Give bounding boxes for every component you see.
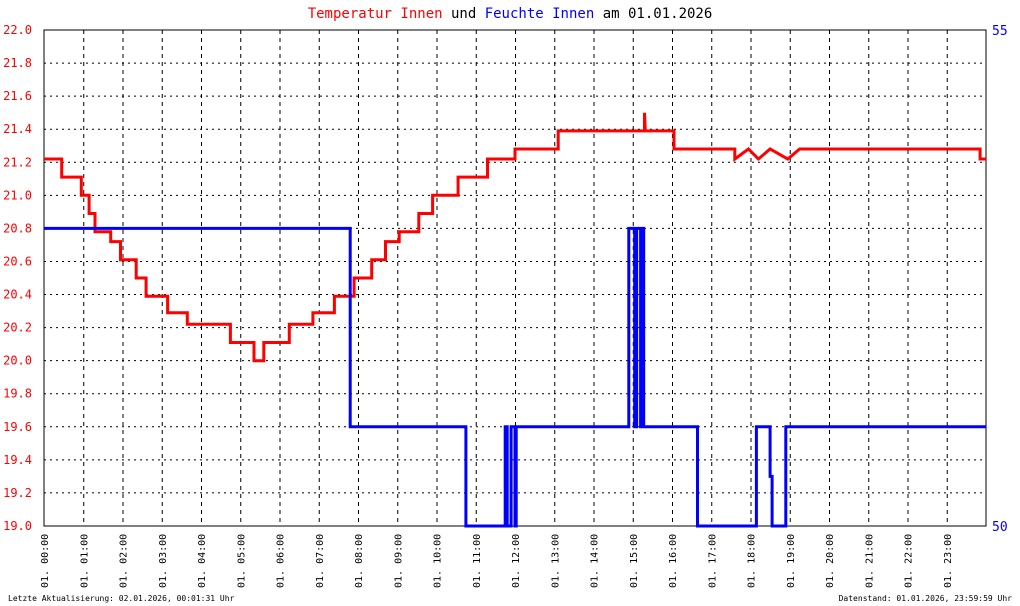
y-left-tick-label: 22.0 xyxy=(3,23,32,37)
x-tick-label: 01. 22:00 xyxy=(904,534,915,588)
y-left-tick-label: 21.8 xyxy=(3,56,32,70)
x-tick-label: 01. 12:00 xyxy=(511,534,522,588)
series-layer xyxy=(44,112,986,528)
x-tick-label: 01. 01:00 xyxy=(79,534,90,588)
y-left-tick-label: 20.6 xyxy=(3,254,32,268)
y-left-tick-label: 19.6 xyxy=(3,420,32,434)
x-tick-label: 01. 11:00 xyxy=(472,534,483,588)
title-temperature: Temperatur Innen xyxy=(308,6,443,22)
footer-last-update: Letzte Aktualisierung: 02.01.2026, 00:01… xyxy=(8,594,235,603)
x-tick-label: 01. 17:00 xyxy=(707,534,718,588)
x-tick-label: 01. 13:00 xyxy=(550,534,561,588)
x-tick-label: 01. 10:00 xyxy=(433,534,444,588)
y-left-tick-label: 21.2 xyxy=(3,155,32,169)
y-left-tick-label: 19.8 xyxy=(3,387,32,401)
x-tick-label: 01. 06:00 xyxy=(276,534,287,588)
title-humidity: Feuchte Innen xyxy=(485,6,595,22)
x-tick-label: 01. 23:00 xyxy=(943,534,954,588)
y-left-tick-label: 21.4 xyxy=(3,122,32,136)
series-line-humidity xyxy=(44,226,986,528)
y-axis-right: 50 55 xyxy=(992,24,1008,535)
x-tick-label: 01. 05:00 xyxy=(236,534,247,588)
x-tick-label: 01. 07:00 xyxy=(315,534,326,588)
x-tick-label: 01. 09:00 xyxy=(393,534,404,588)
chart-title: Temperatur Innen und Feuchte Innen am 01… xyxy=(308,6,713,22)
x-tick-label: 01. 08:00 xyxy=(354,534,365,588)
y-right-tick-label: 50 xyxy=(992,520,1008,535)
y-left-tick-label: 21.6 xyxy=(3,89,32,103)
y-left-tick-label: 20.2 xyxy=(3,321,32,335)
y-axis-left: 19.0 19.2 19.4 19.6 19.8 20.0 20.2 20.4 20.6 20.8… xyxy=(3,23,32,533)
y-left-tick-label: 20.0 xyxy=(3,354,32,368)
footer-data-state: Datenstand: 01.01.2026, 23:59:59 Uhr xyxy=(839,594,1013,603)
y-left-tick-label: 20.4 xyxy=(3,288,32,302)
x-tick-label: 01. 03:00 xyxy=(158,534,169,588)
title-date: am 01.01.2026 xyxy=(594,6,712,22)
x-tick-label: 01. 15:00 xyxy=(629,534,640,588)
x-tick-label: 01. 19:00 xyxy=(786,534,797,588)
x-tick-label: 01. 16:00 xyxy=(668,534,679,588)
x-tick-label: 01. 14:00 xyxy=(590,534,601,588)
grid xyxy=(44,30,986,526)
y-right-tick-label: 55 xyxy=(992,24,1008,39)
y-left-tick-label: 21.0 xyxy=(3,188,32,202)
y-left-tick-label: 19.0 xyxy=(3,519,32,533)
x-tick-label: 01. 00:00 xyxy=(40,534,51,588)
y-left-tick-label: 19.4 xyxy=(3,453,32,467)
y-left-tick-label: 20.8 xyxy=(3,221,32,235)
x-tick-label: 01. 02:00 xyxy=(119,534,130,588)
x-tick-label: 01. 18:00 xyxy=(747,534,758,588)
x-axis: 01. 00:00 01. 01:00 01. 02:00 01. 03:00 01. … xyxy=(40,534,954,588)
x-tick-label: 01. 20:00 xyxy=(825,534,836,588)
x-tick-label: 01. 04:00 xyxy=(197,534,208,588)
series-line-temperature xyxy=(44,112,986,363)
x-tick-label: 01. 21:00 xyxy=(864,534,875,588)
y-left-tick-label: 19.2 xyxy=(3,486,32,500)
title-connector: und xyxy=(443,6,485,22)
